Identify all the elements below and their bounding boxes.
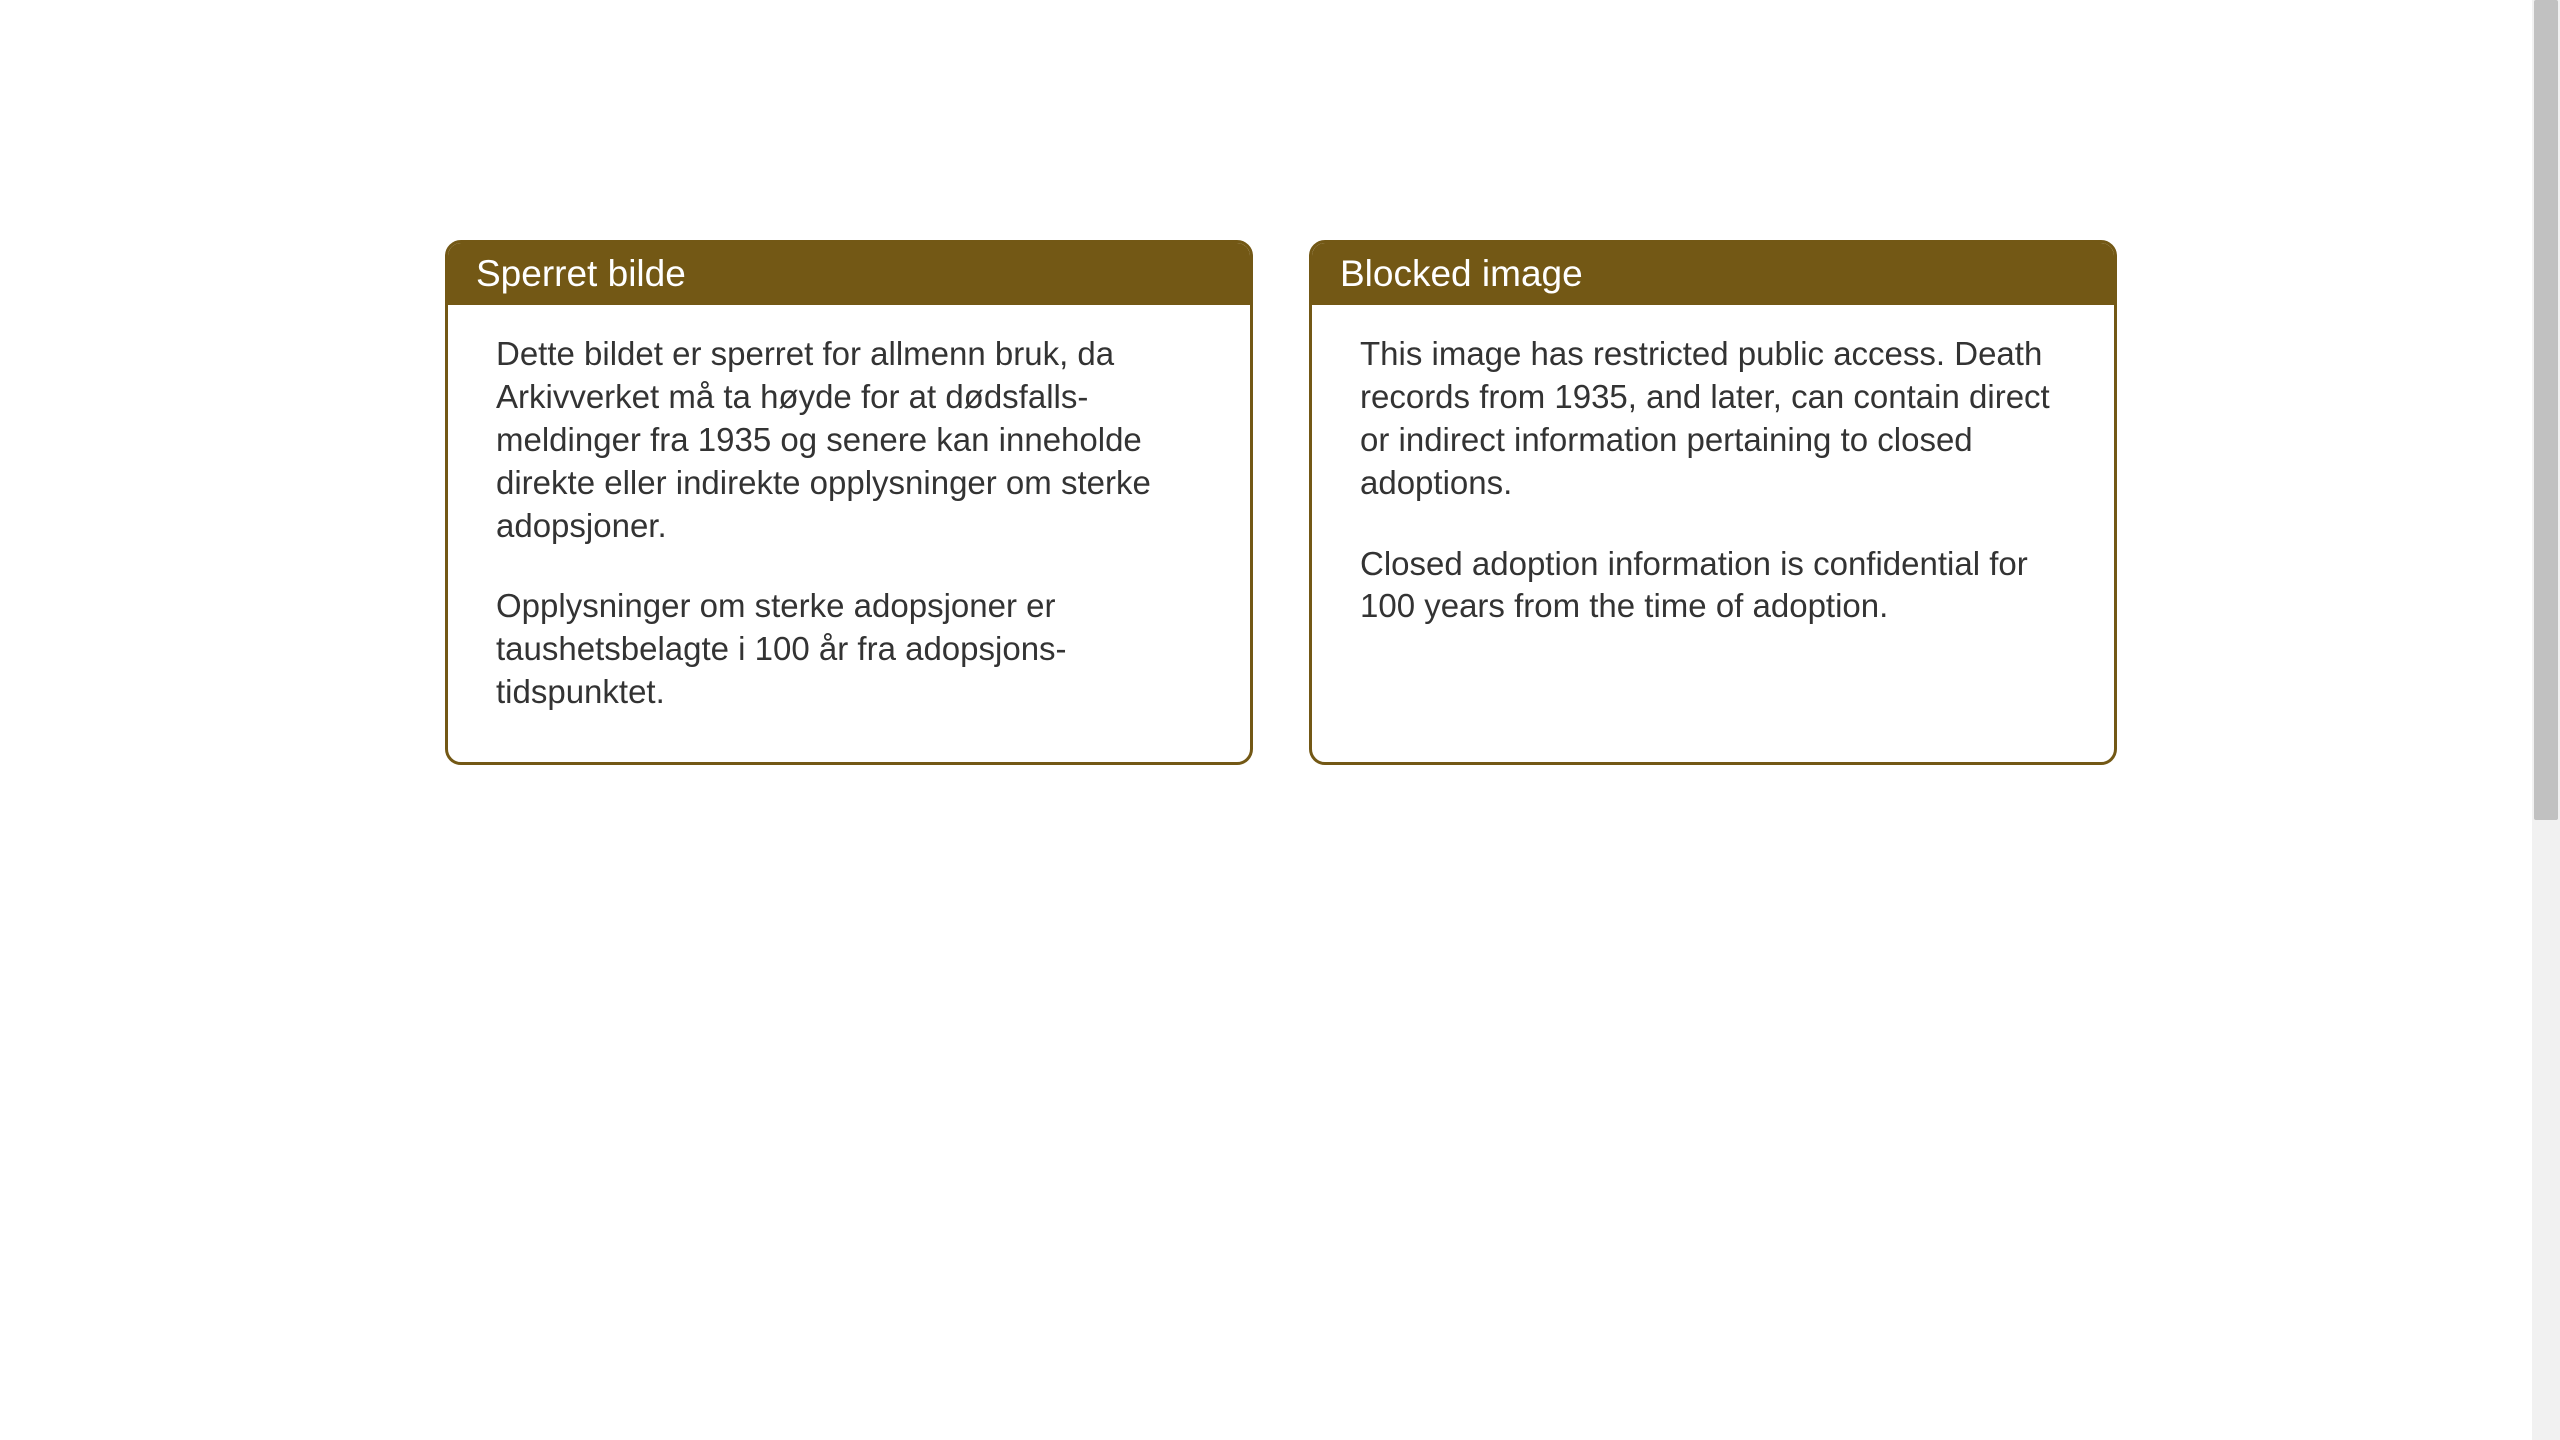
notice-header-english: Blocked image	[1312, 243, 2114, 305]
notice-box-english: Blocked image This image has restricted …	[1309, 240, 2117, 765]
notice-body-english: This image has restricted public access.…	[1312, 305, 2114, 676]
notice-title-english: Blocked image	[1340, 253, 1583, 294]
scrollbar-track[interactable]	[2532, 0, 2560, 1440]
notice-paragraph-2-norwegian: Opplysninger om sterke adopsjoner er tau…	[496, 585, 1202, 714]
notice-paragraph-1-english: This image has restricted public access.…	[1360, 333, 2066, 505]
notices-container: Sperret bilde Dette bildet er sperret fo…	[445, 240, 2117, 765]
notice-body-norwegian: Dette bildet er sperret for allmenn bruk…	[448, 305, 1250, 762]
notice-header-norwegian: Sperret bilde	[448, 243, 1250, 305]
notice-title-norwegian: Sperret bilde	[476, 253, 686, 294]
scrollbar-thumb[interactable]	[2534, 0, 2558, 820]
notice-paragraph-2-english: Closed adoption information is confident…	[1360, 543, 2066, 629]
notice-box-norwegian: Sperret bilde Dette bildet er sperret fo…	[445, 240, 1253, 765]
notice-paragraph-1-norwegian: Dette bildet er sperret for allmenn bruk…	[496, 333, 1202, 547]
